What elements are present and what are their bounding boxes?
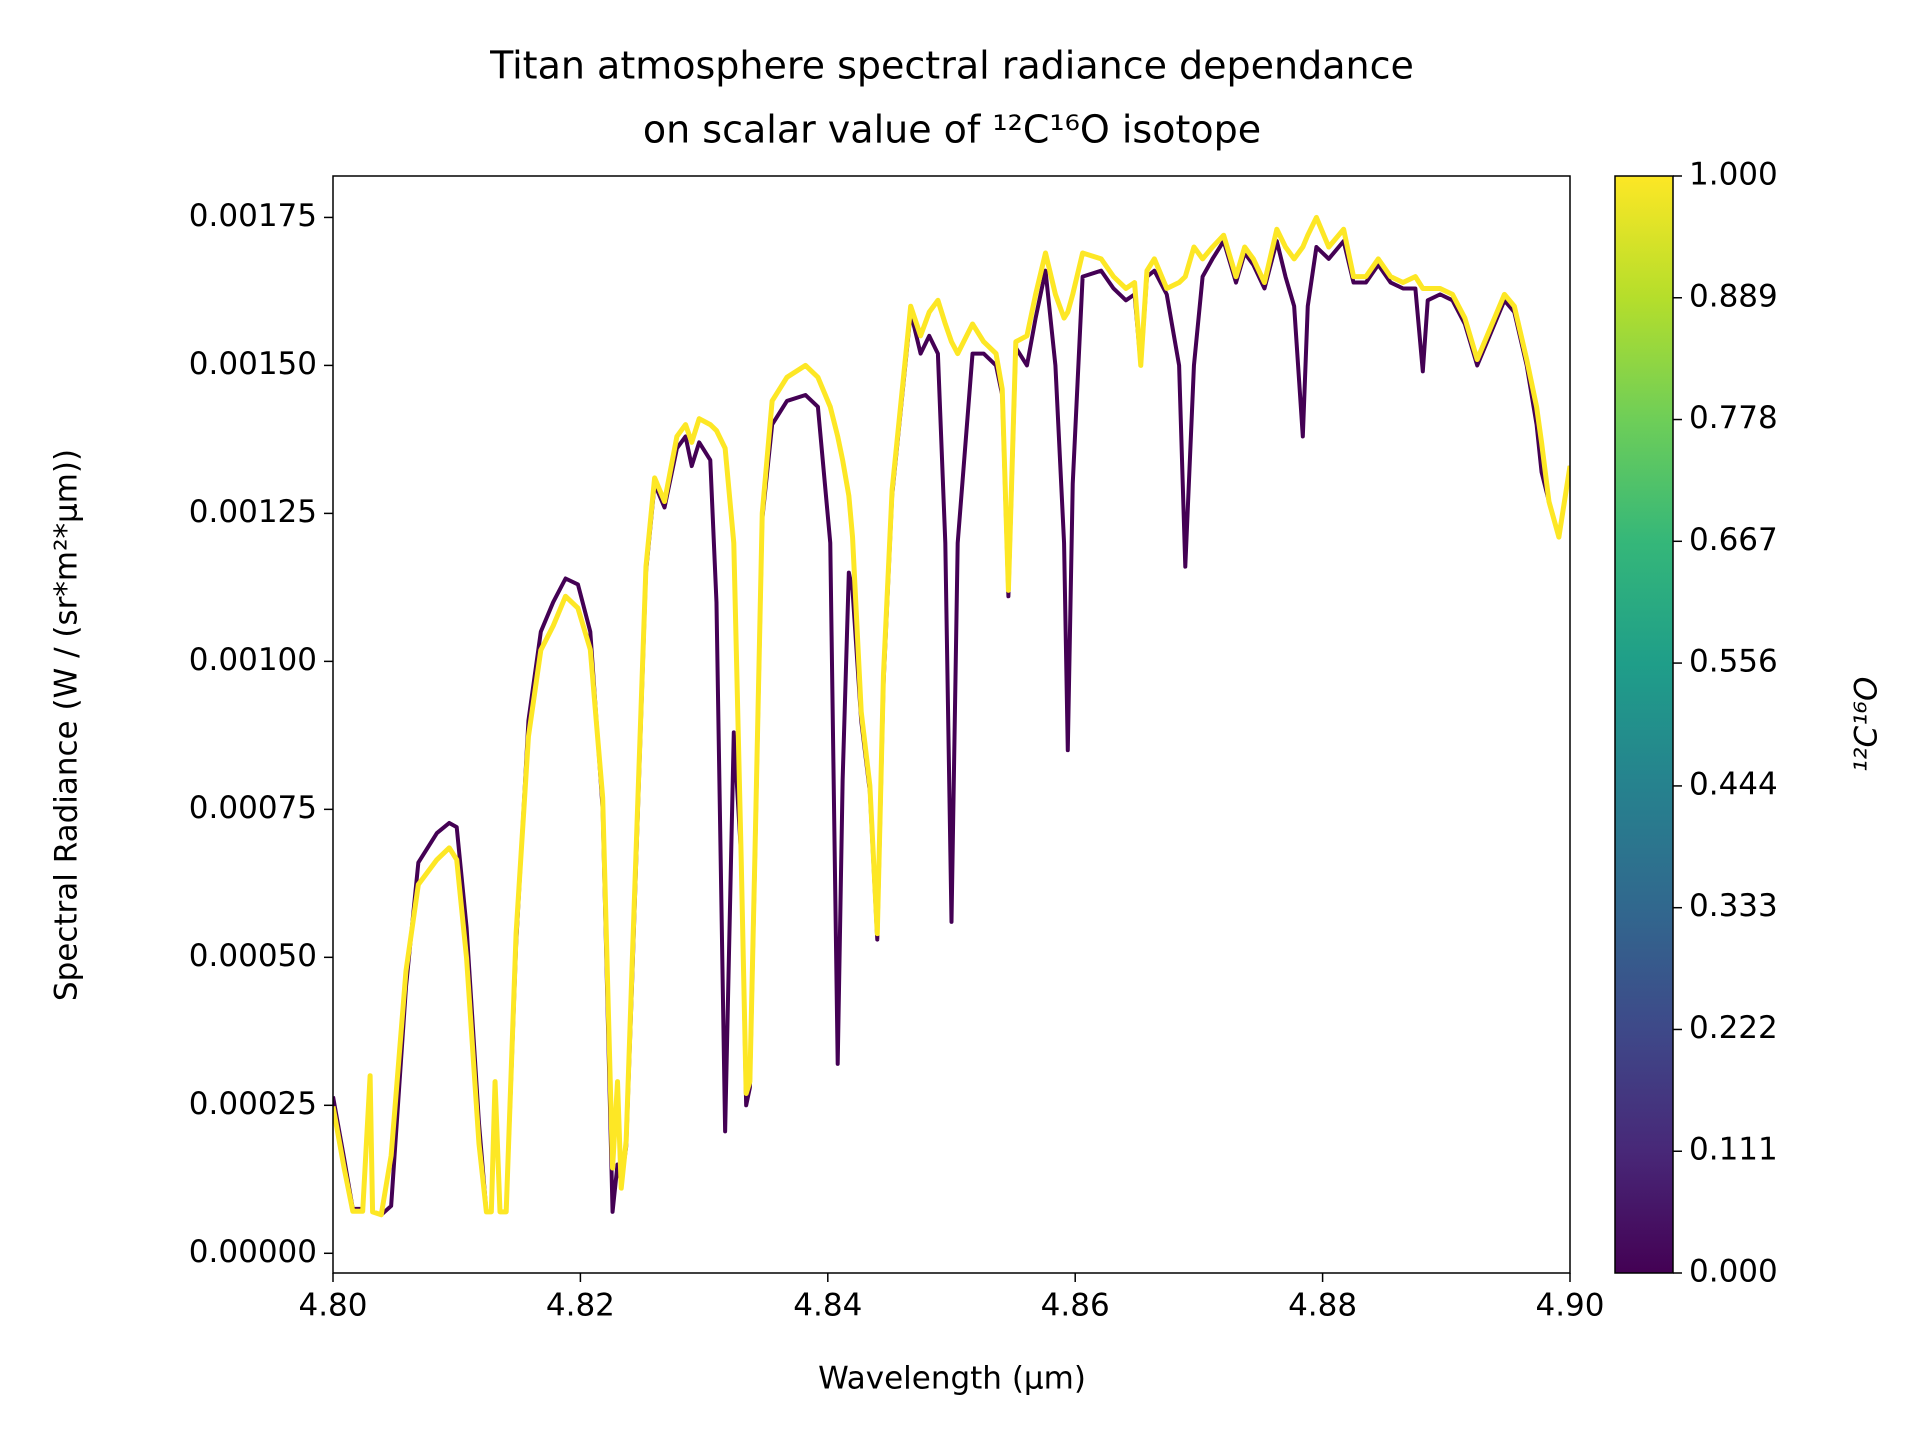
y-tick-label: 0.00150 <box>189 346 317 382</box>
x-tick-label: 4.82 <box>546 1288 615 1324</box>
plot-area: 4.80 4.82 4.84 4.86 4.88 4.90 0.00000 0.00025 0.… <box>189 175 1605 1324</box>
x-tick-label: 4.86 <box>1041 1288 1110 1324</box>
colorbar-label: ¹²C¹⁶O <box>1849 677 1885 773</box>
y-tick-label: 0.00125 <box>189 494 317 530</box>
chart-title-line: on scalar value of ¹²C¹⁶O isotope <box>643 108 1261 152</box>
y-tick-label: 0.00100 <box>189 642 317 678</box>
y-tick-label: 0.00075 <box>189 790 317 826</box>
x-tick-label: 4.84 <box>793 1288 862 1324</box>
y-tick-label: 0.00175 <box>189 198 317 234</box>
colorbar-tick-label: 0.889 <box>1689 278 1778 314</box>
y-tick-label: 0.00000 <box>189 1234 317 1270</box>
colorbar-tick-label: 0.222 <box>1689 1010 1778 1046</box>
y-tick-label: 0.00050 <box>189 938 317 974</box>
y-axis-label: Spectral Radiance (W / (sr*m²*μm)) <box>49 449 85 1001</box>
x-tick-label: 4.90 <box>1535 1288 1604 1324</box>
x-tick-label: 4.88 <box>1288 1288 1357 1324</box>
colorbar-tick-label: 0.111 <box>1689 1132 1778 1168</box>
colorbar-tick-label: 0.333 <box>1689 888 1778 924</box>
series-line <box>333 214 1570 1218</box>
y-tick-label: 0.00025 <box>189 1086 317 1122</box>
colorbar-tick-label: 0.000 <box>1689 1254 1778 1290</box>
colorbar-tick-label: 0.778 <box>1689 400 1778 436</box>
colorbar-tick-label: 0.556 <box>1689 644 1778 680</box>
colorbar-tick-label: 0.444 <box>1689 766 1778 802</box>
colorbar-fill <box>1614 175 1674 1274</box>
colorbar-tick-label: 1.000 <box>1689 157 1778 193</box>
x-tick-label: 4.80 <box>298 1288 367 1324</box>
chart-title-line: Titan atmosphere spectral radiance depen… <box>489 44 1414 88</box>
colorbar-tick-label: 0.667 <box>1689 522 1778 558</box>
colorbar: 0.000 0.111 0.222 0.333 0.444 0.556 0.667 0.778… <box>1614 157 1885 1290</box>
x-axis-label: Wavelength (μm) <box>818 1361 1086 1397</box>
plot-frame <box>332 175 1571 1274</box>
